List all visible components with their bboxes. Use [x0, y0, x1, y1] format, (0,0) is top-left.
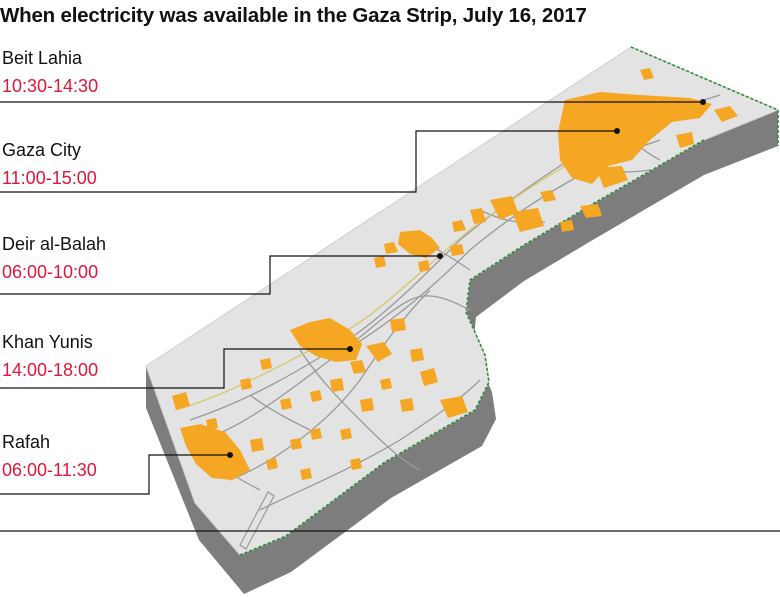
location-hours-khan-yunis: 14:00-18:00: [2, 360, 99, 380]
location-name-rafah: Rafah: [2, 432, 51, 452]
leader-gaza-city: [0, 130, 617, 193]
leader-khan-yunis: [0, 348, 350, 389]
location-name-beit-lahia: Beit Lahia: [2, 48, 83, 68]
dot-deir-al-balah: [437, 253, 443, 259]
leader-deir-al-balah: [0, 255, 440, 295]
location-name-gaza-city: Gaza City: [2, 140, 82, 160]
border-line: [239, 46, 779, 556]
location-hours-gaza-city: 11:00-15:00: [2, 168, 97, 188]
location-hours-rafah: 06:00-11:30: [2, 460, 97, 480]
dot-rafah: [227, 452, 233, 458]
leader-rafah: [0, 454, 230, 495]
location-dots: [227, 99, 706, 458]
location-hours-beit-lahia: 10:30-14:30: [2, 76, 99, 96]
powered-areas: [172, 68, 738, 480]
location-name-khan-yunis: Khan Yunis: [2, 332, 93, 352]
dot-khan-yunis: [347, 346, 353, 352]
location-hours-deir-al-balah: 06:00-10:00: [2, 262, 99, 282]
location-name-deir-al-balah: Deir al-Balah: [2, 234, 107, 254]
dot-gaza-city: [614, 128, 620, 134]
chart-title: When electricity was available in the Ga…: [0, 4, 587, 27]
airport-runway: [239, 491, 275, 550]
map-extrusion: [146, 110, 778, 594]
dot-beit-lahia: [700, 99, 706, 105]
leader-lines: [0, 101, 703, 495]
